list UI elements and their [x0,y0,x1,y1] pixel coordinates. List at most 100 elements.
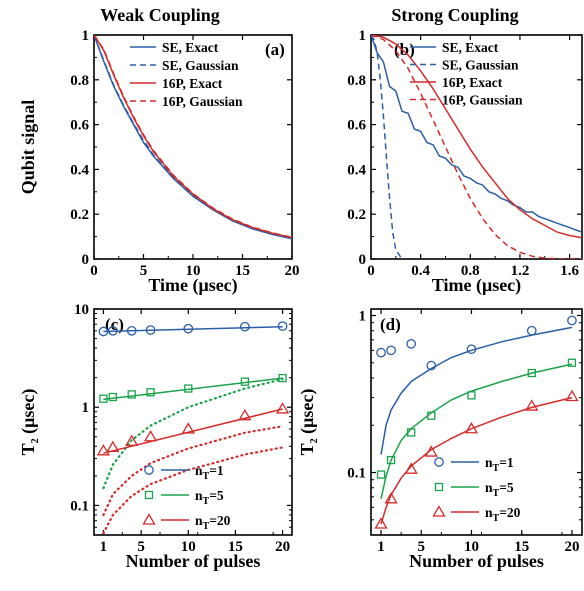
data-point [240,377,250,386]
column-title-strong: Strong Coupling [391,5,518,25]
series-line [94,35,292,240]
data-point [278,373,287,383]
data-point [106,440,120,453]
data-point [526,325,537,336]
x-tick-label: 5 [140,263,148,279]
series-fit-dotted [102,425,284,517]
legend-marker [432,505,446,517]
x-tick-label: 0 [90,263,98,279]
legend-label: nT=20 [485,505,521,524]
legend-label: nT=5 [485,480,514,499]
legend-label: 16P, Gaussian [442,93,523,108]
plot-area [371,35,582,259]
y-tick-label: 0 [359,252,367,268]
plot-frame [370,308,583,536]
legend-label: SE, Exact [442,40,499,55]
panel-a: 0 5 10 15 20 0 0.2 0.4 0.6 0.8 1 Time (μsec) Qubit s… [18,28,300,296]
column-title-weak: Weak Coupling [100,5,220,25]
panel-label: (a) [265,40,285,59]
legend-marker [142,513,156,525]
data-point [125,434,139,446]
data-point [145,325,156,335]
data-point [527,368,536,378]
y-axis-label: Qubit signal [18,100,38,195]
data-point [466,344,477,355]
x-tick-label: 10 [464,539,479,555]
data-point [127,390,136,399]
x-tick-label: 0.8 [461,263,480,279]
data-point [376,470,386,479]
legend-label: nT=1 [485,455,514,474]
x-tick-label: 0.4 [411,263,430,279]
series-fit-line [380,326,573,455]
data-point [238,408,252,421]
y-tick-label: 0.6 [70,118,89,134]
legend-label: SE, Exact [162,40,219,55]
data-point [374,517,388,529]
legend-label: nT=20 [195,513,231,532]
y-tick-label: 0.1 [347,466,366,482]
y-tick-label: 0.4 [70,162,89,178]
data-point [99,394,108,403]
series-fit-line [103,377,283,401]
y-tick-label: 0.4 [347,162,366,178]
legend-label: 16P, Exact [442,75,503,90]
data-point [427,411,436,420]
data-point [98,326,109,337]
data-point [407,428,416,437]
data-point [277,321,288,331]
y-tick-label: 0 [82,252,90,268]
data-point [184,384,193,393]
y-tick-label: 0.2 [70,207,89,223]
plot-area [94,35,292,240]
legend-label: nT=5 [195,488,224,507]
y-tick-label: 1 [359,28,367,44]
x-axis-label: Number of pulses [126,551,261,571]
legend-marker [434,457,444,467]
y-tick-label: 0.8 [347,73,366,89]
data-point [96,443,111,456]
legend-marker [434,482,444,492]
x-tick-label: 5 [417,539,425,555]
y-tick-label: 0.8 [70,73,89,89]
x-axis-label: Time (μsec) [432,275,521,296]
data-point [467,391,476,400]
data-point [108,392,118,402]
x-axis-label: Time (μsec) [148,275,237,296]
x-tick-label: 15 [235,263,250,279]
x-tick-label: 10 [186,263,201,279]
x-tick-label: 1.6 [560,263,579,279]
data-point [464,421,479,434]
x-tick-label: 1 [100,539,108,555]
x-tick-label: 0 [367,263,375,279]
data-point [181,422,195,434]
series-fit-dotted [102,378,284,490]
series-line [371,35,582,233]
x-tick-label: 1.2 [511,263,530,279]
x-tick-label: 20 [564,539,579,555]
legend-label: SE, Gaussian [162,58,239,73]
x-tick-label: 15 [514,539,529,555]
y-tick-label: 0.1 [70,498,89,514]
data-point [126,325,137,336]
data-point [183,323,194,334]
x-tick-label: 5 [137,539,145,555]
x-axis-label: Number of pulses [409,551,544,571]
legend-marker [144,465,154,475]
plot-frame [93,308,293,536]
panel-b: 0 0.4 0.8 1.2 1.6 0 0.2 0.4 0.6 0.8 1 Time (μsec) (b… [347,28,583,296]
y-axis-label: T2 (μsec) [297,389,320,456]
data-point [426,360,437,371]
series-line [94,35,292,239]
data-point [384,492,398,504]
x-tick-label: 20 [275,539,290,555]
y-tick-label: 10 [74,302,89,318]
series-fit-line [380,396,573,525]
legend-label: SE, Gaussian [442,58,519,73]
y-tick-label: 0.6 [347,118,366,134]
panel-label: (b) [394,40,415,59]
y-tick-label: 1 [82,400,90,416]
